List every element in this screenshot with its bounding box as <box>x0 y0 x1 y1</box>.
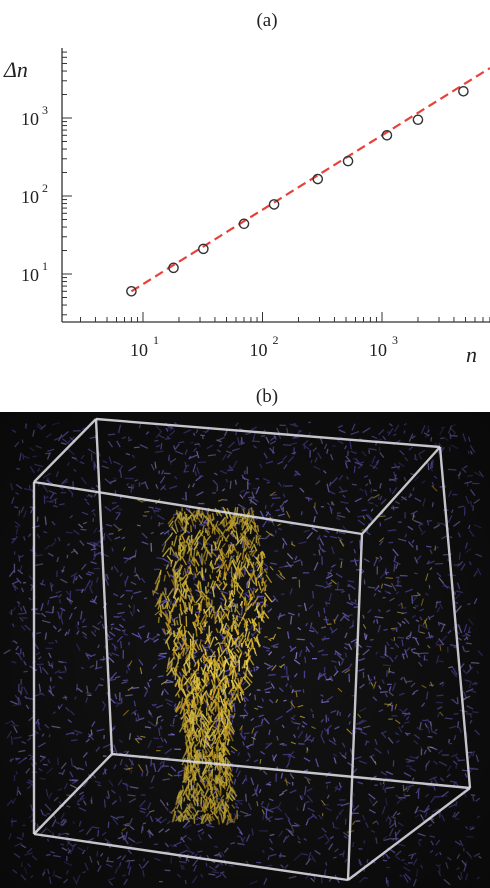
tick-labels: 10 1 10 2 10 310 110 210 3 <box>21 103 398 360</box>
x-tick-label: 10 <box>369 340 387 360</box>
data-point-series <box>126 85 469 297</box>
x-axis-label: n <box>466 342 477 367</box>
y-tick-label: 10 <box>21 265 39 285</box>
y-tick-exponent: 2 <box>42 181 48 195</box>
x-tick-exponent: 3 <box>392 333 398 347</box>
box-edge <box>95 417 441 449</box>
box-edge <box>94 418 114 755</box>
y-tick-label: 10 <box>21 187 39 207</box>
vignette <box>0 412 490 888</box>
data-point <box>342 155 354 167</box>
simulation-box-edges <box>32 417 472 882</box>
data-point <box>268 199 280 210</box>
data-point <box>458 85 469 97</box>
plot-axes <box>61 48 490 323</box>
box-edge <box>33 832 349 882</box>
data-point <box>381 130 393 141</box>
panel-a-chart: (a) Δn n 10 1 10 2 10 310 110 210 3 <box>3 10 490 367</box>
box-edge <box>361 446 441 535</box>
box-edge <box>438 446 472 789</box>
x-tick-label: 10 <box>130 340 148 360</box>
data-point <box>412 114 424 126</box>
data-point <box>126 286 137 297</box>
axis-ticks <box>62 51 490 322</box>
panel-b-label: (b) <box>256 386 278 407</box>
data-point <box>312 173 324 185</box>
y-tick-exponent: 3 <box>42 103 48 117</box>
box-edge <box>33 418 97 483</box>
y-tick-exponent: 1 <box>42 259 48 273</box>
box-edge <box>346 533 364 881</box>
y-tick-label: 10 <box>21 109 39 129</box>
x-tick-exponent: 2 <box>273 333 279 347</box>
x-tick-exponent: 1 <box>153 333 159 347</box>
x-tick-label: 10 <box>250 340 268 360</box>
box-edge <box>111 752 471 790</box>
panel-b-simulation-render <box>0 412 490 888</box>
data-point <box>168 262 179 274</box>
data-point <box>238 218 250 230</box>
y-axis-label: Δn <box>3 57 28 82</box>
data-point <box>198 243 209 255</box>
panel-b-label-area: (b) <box>256 386 278 407</box>
box-edge <box>33 753 113 835</box>
box-edge <box>347 787 471 881</box>
panel-a-label: (a) <box>256 10 277 31</box>
box-edge <box>33 480 363 536</box>
fit-line <box>130 67 490 293</box>
fit-line-series <box>130 67 490 293</box>
